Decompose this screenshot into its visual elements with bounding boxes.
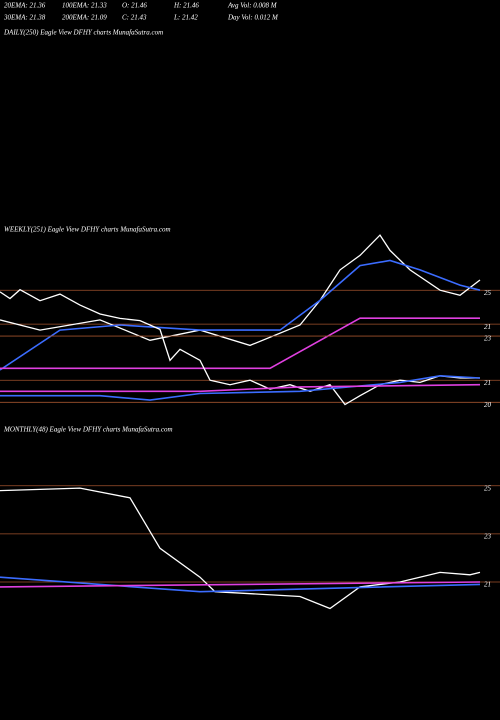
panel-title: WEEKLY(251) Eagle View DFHY charts Munaf…	[4, 226, 171, 234]
price-line	[0, 576, 481, 593]
stat-label: C: 21.43	[122, 14, 147, 22]
stat-label: 200EMA: 21.09	[62, 14, 107, 22]
panel-title: MONTHLY(48) Eagle View DFHY charts Munaf…	[3, 426, 173, 434]
panel-title: DAILY(250) Eagle View DFHY charts Munafa…	[3, 29, 163, 37]
price-line	[0, 288, 480, 406]
price-line	[0, 234, 481, 347]
y-tick-label: 23	[484, 532, 492, 540]
price-line	[0, 374, 481, 401]
y-tick-label: 20	[484, 401, 492, 409]
stat-label: 100EMA: 21.33	[62, 2, 107, 10]
y-tick-label: 21	[484, 323, 491, 331]
stat-label: Avg Vol: 0.008 M	[227, 2, 278, 10]
price-line	[0, 581, 481, 588]
price-line	[0, 259, 481, 371]
y-tick-label: 23	[484, 335, 492, 343]
stat-label: O: 21.46	[122, 2, 147, 10]
stat-label: 30EMA: 21.38	[3, 14, 46, 22]
price-line	[0, 317, 480, 370]
price-line	[0, 487, 481, 610]
stat-label: Day Vol: 0.012 M	[227, 14, 279, 22]
price-line	[0, 383, 481, 393]
stat-label: H: 21.46	[173, 2, 199, 10]
y-tick-label: 25	[484, 289, 492, 297]
y-tick-label: 21	[484, 581, 491, 589]
y-tick-label: 21	[484, 379, 491, 387]
y-tick-label: 25	[484, 484, 492, 492]
stat-label: L: 21.42	[173, 14, 198, 22]
stat-label: 20EMA: 21.36	[4, 2, 46, 10]
